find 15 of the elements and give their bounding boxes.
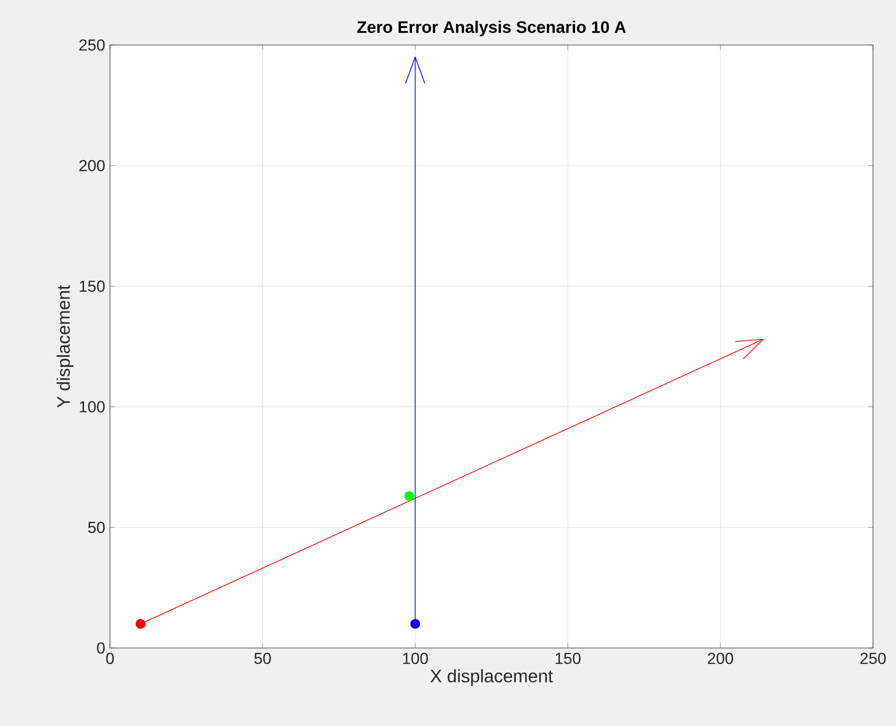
y-tick-label: 100 bbox=[80, 401, 105, 412]
y-tick-label: 150 bbox=[80, 280, 105, 292]
x-tick-label: 250 bbox=[860, 652, 886, 664]
y-tick-label: 200 bbox=[79, 160, 105, 172]
y-tick-label: 0 bbox=[97, 642, 105, 654]
chart-title: Zero Error Analysis Scenario 10 A bbox=[357, 20, 626, 36]
y-tick-label: 250 bbox=[79, 39, 105, 51]
y-tick-label: 50 bbox=[88, 522, 105, 534]
x-tick-label: 200 bbox=[708, 652, 734, 664]
x-tick-label: 0 bbox=[106, 652, 114, 664]
x-axis-title: X displacement bbox=[430, 669, 553, 686]
x-tick-label: 100 bbox=[403, 652, 428, 664]
x-tick-label: 150 bbox=[556, 652, 581, 664]
x-tick-label: 50 bbox=[254, 652, 271, 664]
y-axis-title: Y displacement bbox=[56, 285, 74, 408]
